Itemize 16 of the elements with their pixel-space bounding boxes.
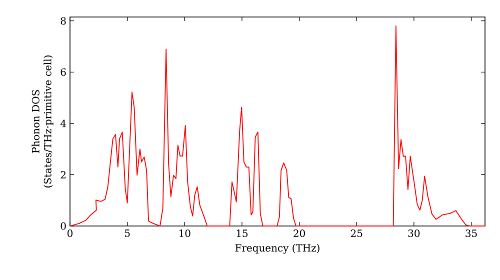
y-axis-title: Phonon DOS (States/THz·primitive cell) — [32, 56, 54, 188]
y-tick-label: 4 — [60, 120, 66, 128]
x-tick-label: 5 — [124, 230, 130, 237]
x-tick-label: 25 — [350, 230, 362, 238]
y-tick-label: 8 — [60, 17, 66, 25]
x-tick-label: 35 — [466, 230, 477, 238]
x-tick-label: 10 — [180, 230, 190, 238]
x-tick-label: 30 — [408, 230, 420, 238]
x-tick-label: 20 — [294, 230, 305, 238]
y-tick-label: 2 — [60, 171, 66, 178]
y-tick-label: 0 — [60, 222, 66, 230]
x-tick-label: 15 — [236, 230, 248, 238]
x-axis-title: Frequency (THz) — [235, 244, 320, 254]
y-tick-label: 6 — [60, 68, 66, 76]
x-tick-label: 0 — [67, 230, 73, 238]
line-series — [70, 26, 486, 226]
